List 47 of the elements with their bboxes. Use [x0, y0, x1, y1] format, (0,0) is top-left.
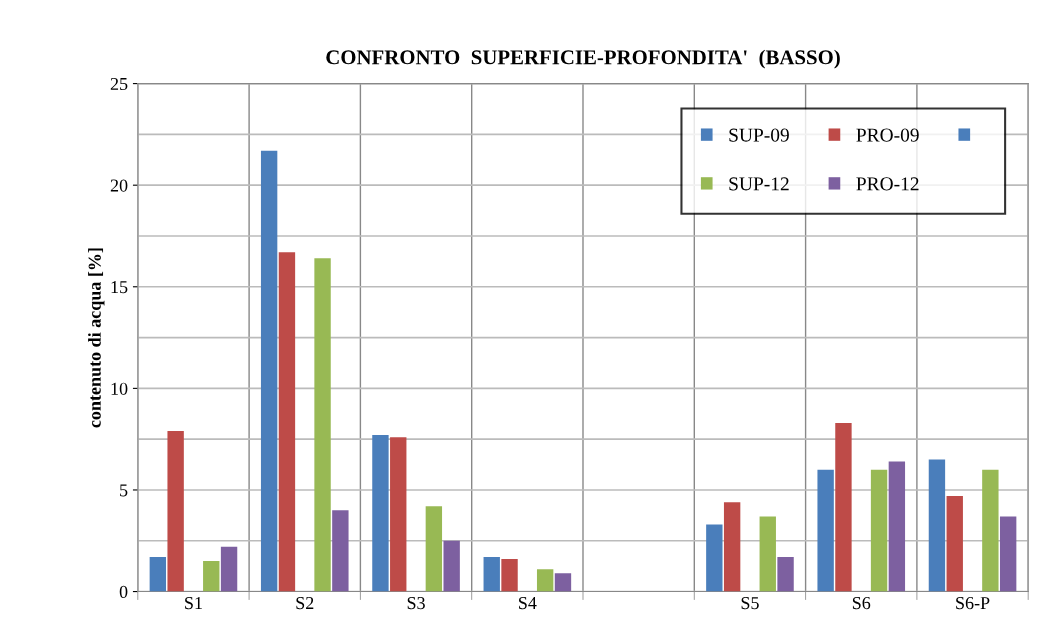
bar	[759, 516, 776, 592]
bar	[149, 557, 167, 592]
bar	[928, 459, 946, 592]
x-tick-label: S3	[407, 596, 425, 610]
bar	[425, 506, 443, 592]
bar	[982, 469, 999, 592]
bar	[817, 469, 834, 592]
x-tick-label: S2	[296, 596, 314, 610]
bar	[554, 573, 572, 592]
y-tick-label: 15	[111, 281, 128, 294]
x-tick-label: S5	[741, 596, 759, 610]
y-tick-label: 0	[119, 585, 128, 598]
bar	[536, 569, 554, 592]
bar	[314, 258, 331, 592]
legend-label: PRO-09	[856, 128, 919, 142]
bar	[777, 557, 794, 592]
bar	[723, 502, 741, 592]
legend-label: PRO-12	[856, 177, 919, 191]
y-tick-label: 25	[110, 77, 128, 91]
bar	[835, 422, 852, 592]
y-tick-label: 10	[111, 382, 128, 395]
bar	[167, 431, 184, 592]
y-tick-label: 5	[120, 484, 128, 497]
bar	[706, 524, 723, 592]
bar	[390, 437, 407, 592]
chart-title: CONFRONTO SUPERFICIE-PROFONDITA' (BASSO)	[326, 49, 840, 69]
bar	[332, 510, 349, 592]
y-axis-title: contenuto di acqua [%]	[88, 248, 105, 428]
bar	[888, 461, 906, 592]
bar	[278, 252, 296, 592]
legend-label: SUP-09	[729, 128, 789, 142]
x-tick-label: S6-P	[956, 596, 990, 610]
bar	[946, 496, 963, 592]
x-tick-label: S4	[519, 596, 537, 610]
bar	[220, 546, 238, 592]
bar	[483, 557, 500, 592]
bar	[260, 150, 278, 592]
bar	[501, 559, 518, 592]
bar	[999, 516, 1017, 592]
bar	[203, 561, 220, 592]
bar	[443, 540, 460, 592]
bar	[870, 469, 888, 592]
x-tick-label: S6	[852, 596, 871, 610]
x-tick-label: S1	[185, 596, 202, 610]
legend-label: SUP-12	[729, 177, 789, 191]
bar	[372, 435, 389, 592]
y-tick-label: 20	[110, 179, 128, 192]
